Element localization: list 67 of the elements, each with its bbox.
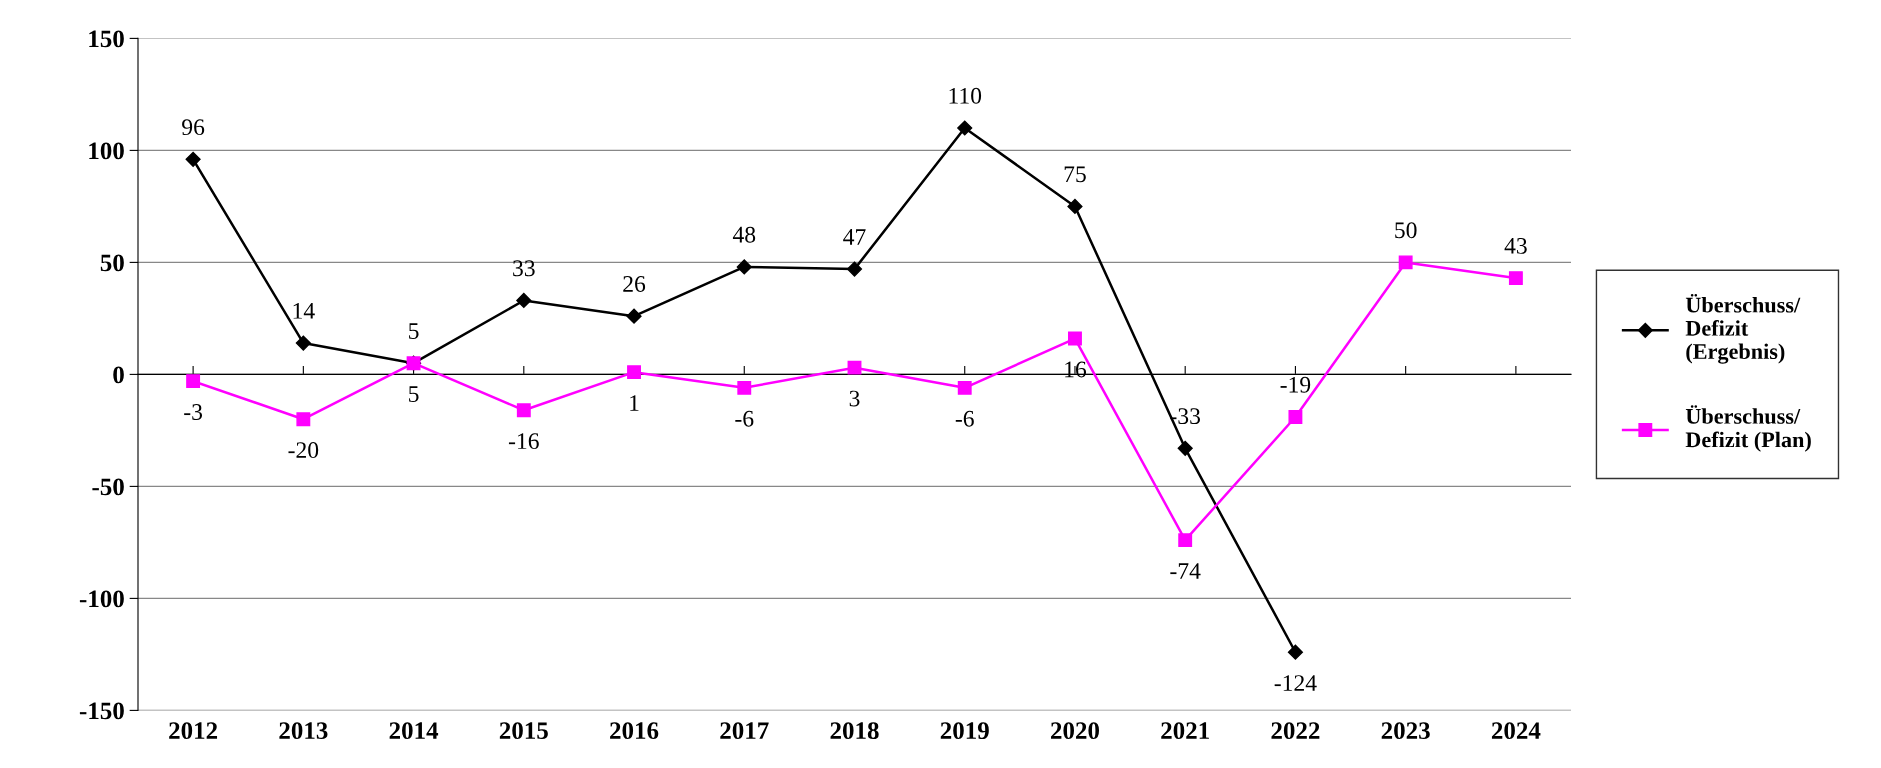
- x-tick-label: 2018: [830, 722, 879, 740]
- point: [1288, 410, 1303, 424]
- data-label: -74: [1170, 563, 1201, 579]
- point: [1508, 271, 1523, 286]
- x-tick-label: 2019: [940, 722, 989, 740]
- y-tick-label: 50: [100, 254, 124, 272]
- data-label: 1: [630, 395, 639, 411]
- point: [1287, 644, 1303, 660]
- point: [957, 120, 973, 136]
- data-label: 43: [1504, 237, 1527, 254]
- y-tick-label: 0: [113, 366, 124, 384]
- data-label: 47: [843, 229, 866, 245]
- x-tick-label: 2013: [279, 722, 328, 740]
- data-label: 50: [1395, 222, 1417, 239]
- point: [1067, 198, 1083, 214]
- data-label: 96: [182, 119, 205, 136]
- point: [1068, 331, 1082, 346]
- data-label: 110: [949, 87, 982, 104]
- data-label: -19: [1280, 376, 1311, 393]
- point: [626, 308, 642, 324]
- x-tick-label: 2015: [499, 722, 548, 740]
- point: [1398, 255, 1413, 270]
- point: [957, 380, 972, 395]
- data-label: 75: [1064, 166, 1086, 183]
- point: [516, 292, 532, 309]
- data-label: 5: [409, 323, 419, 339]
- point: [847, 360, 862, 375]
- data-label: -16: [508, 433, 539, 450]
- x-tick-label: 2024: [1491, 722, 1541, 740]
- x-tick-label: 2017: [720, 722, 769, 740]
- y-tick-label: -150: [79, 702, 124, 720]
- y-tick-label: 100: [89, 142, 124, 160]
- data-label: -20: [288, 442, 319, 459]
- legend-label: Überschuss/ Defizit (Plan): [1685, 405, 1811, 452]
- point: [516, 403, 531, 418]
- x-tick-label: 2016: [610, 722, 659, 740]
- data-label: 48: [732, 226, 756, 243]
- y-tick-label: -100: [79, 590, 124, 608]
- y-tick-label: -50: [92, 478, 124, 496]
- data-label: 26: [623, 276, 646, 292]
- data-label: -124: [1274, 675, 1317, 691]
- data-label: 33: [513, 260, 535, 277]
- x-tick-label: 2014: [389, 722, 439, 740]
- data-label: 14: [293, 302, 315, 319]
- data-label: -33: [1170, 408, 1201, 425]
- y-tick-label: 150: [89, 30, 124, 48]
- legend-label: Überschuss/ Defizit (Ergebnis): [1685, 293, 1801, 364]
- data-label: 5: [409, 386, 419, 403]
- point: [737, 380, 752, 395]
- x-tick-label: 2023: [1381, 722, 1430, 740]
- point: [1177, 440, 1193, 456]
- x-tick-label: 2012: [169, 722, 218, 740]
- x-tick-label: 2021: [1161, 722, 1209, 740]
- point: [846, 261, 863, 277]
- point: [295, 335, 311, 351]
- point: [736, 259, 752, 275]
- x-tick-label: 2022: [1271, 722, 1320, 740]
- data-label: 3: [849, 390, 860, 407]
- point: [627, 365, 641, 380]
- point: [1178, 533, 1193, 548]
- point: [186, 374, 201, 389]
- data-label: -6: [735, 410, 754, 427]
- data-label: -6: [955, 410, 974, 427]
- x-tick-label: 2020: [1051, 722, 1100, 740]
- point: [185, 151, 201, 167]
- data-label: -3: [184, 404, 203, 420]
- point: [296, 412, 311, 427]
